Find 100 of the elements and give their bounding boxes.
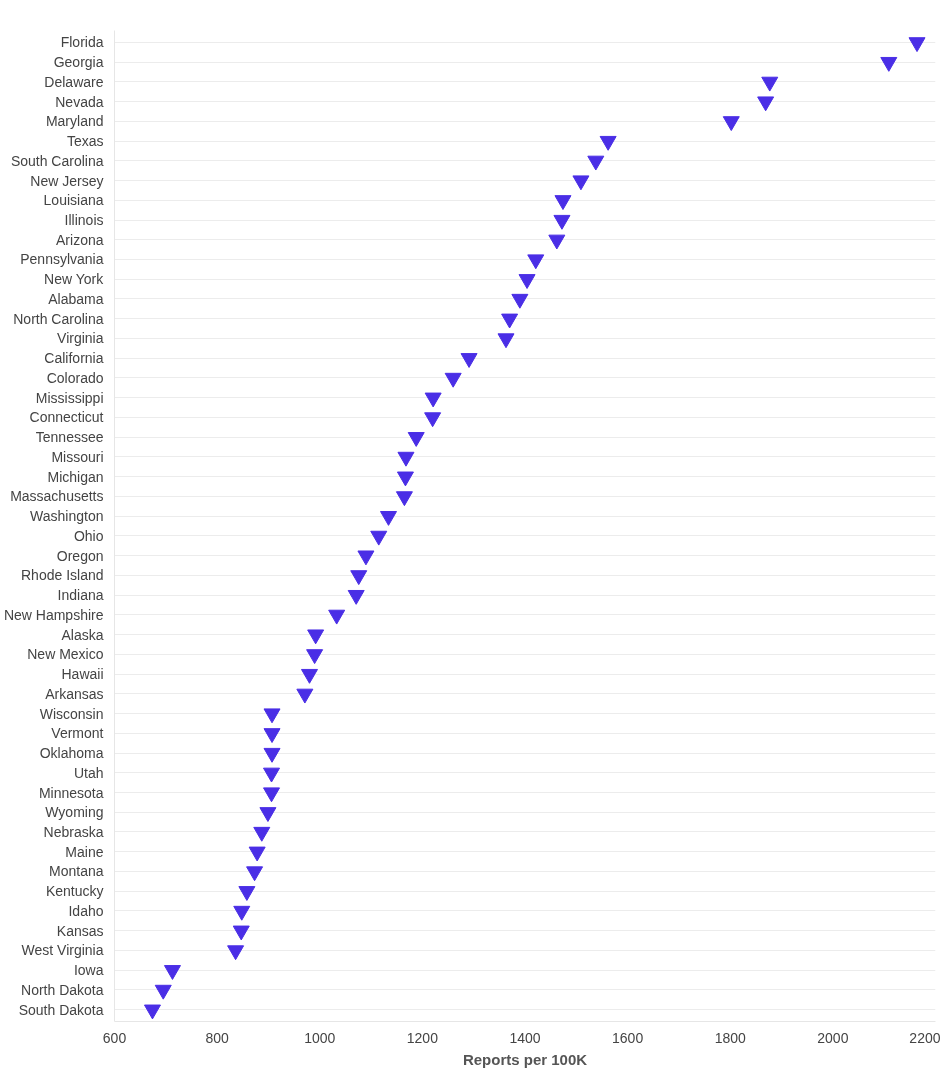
point <box>908 37 926 53</box>
point <box>307 629 325 645</box>
y-tick-label: West Virginia <box>21 942 104 959</box>
point <box>347 589 365 605</box>
y-tick-label: Idaho <box>68 902 104 919</box>
point <box>757 96 775 112</box>
point <box>163 965 181 980</box>
y-tick-label: Nebraska <box>43 823 104 840</box>
y-tick-label: Rhode Island <box>21 567 104 584</box>
y-tick-label: Virginia <box>57 330 104 347</box>
point <box>259 807 277 822</box>
point <box>263 747 281 763</box>
point <box>154 984 172 1000</box>
point <box>380 511 398 526</box>
y-tick-label: Florida <box>60 34 104 51</box>
point <box>424 412 442 428</box>
point <box>238 886 256 901</box>
point <box>397 451 415 467</box>
y-tick-label: Delaware <box>44 73 104 90</box>
y-tick-label: Colorado <box>46 369 104 386</box>
point <box>328 609 346 625</box>
point <box>424 392 442 408</box>
point <box>548 234 566 250</box>
y-tick-label: New Mexico <box>27 646 104 663</box>
x-tick-label: 1800 <box>714 1029 747 1046</box>
y-tick-label: Wisconsin <box>39 705 104 722</box>
point <box>722 116 740 132</box>
x-tick-label: 1400 <box>509 1029 541 1046</box>
y-tick-label: Nevada <box>55 93 104 110</box>
y-tick-label: Maryland <box>45 113 104 130</box>
y-tick-label: New Jersey <box>30 172 104 189</box>
point <box>587 155 605 171</box>
point <box>553 214 571 230</box>
y-tick-label: Oklahoma <box>39 745 104 762</box>
x-axis-title: Reports per 100K <box>462 1050 588 1068</box>
y-tick-label: Pennsylvania <box>20 251 104 268</box>
point <box>554 195 572 211</box>
y-tick-label: Vermont <box>51 725 104 742</box>
y-tick-label: Utah <box>73 764 104 781</box>
point <box>227 945 245 961</box>
point <box>246 866 264 882</box>
y-tick-label: California <box>44 350 104 367</box>
point <box>350 570 368 586</box>
y-tick-label: Alaska <box>61 626 104 643</box>
point <box>511 293 529 309</box>
y-tick-label: Massachusetts <box>10 488 104 505</box>
point <box>253 826 271 842</box>
y-tick-label: Connecticut <box>29 409 104 426</box>
y-tick-label: Iowa <box>73 962 104 979</box>
y-tick-label: New York <box>44 271 105 288</box>
point <box>233 905 251 921</box>
y-tick-label: Kansas <box>56 922 104 939</box>
x-tick-label: 800 <box>205 1029 230 1046</box>
y-tick-label: Illinois <box>64 212 104 229</box>
point <box>395 491 413 507</box>
point <box>761 76 779 92</box>
y-tick-label: Wyoming <box>45 804 104 821</box>
point <box>501 313 519 329</box>
y-tick-label: Ohio <box>73 527 104 544</box>
point <box>497 333 515 349</box>
point <box>248 846 266 862</box>
y-tick-label: New Hampshire <box>3 606 104 623</box>
point <box>232 925 250 941</box>
point <box>263 767 281 783</box>
y-tick-label: Washington <box>30 508 104 525</box>
y-tick-label: Oregon <box>56 547 104 564</box>
point <box>407 432 425 447</box>
y-tick-label: Texas <box>66 133 104 150</box>
point <box>306 649 324 665</box>
y-tick-label: Indiana <box>57 587 104 604</box>
y-tick-label: Georgia <box>53 54 104 71</box>
y-tick-label: Montana <box>49 863 104 880</box>
y-tick-label: North Dakota <box>21 981 104 998</box>
y-tick-label: Louisiana <box>43 192 104 209</box>
y-tick-label: Tennessee <box>35 429 104 446</box>
point <box>880 56 898 72</box>
point <box>370 530 388 546</box>
y-tick-label: Maine <box>65 843 104 860</box>
point <box>460 353 478 368</box>
point <box>143 1004 161 1020</box>
point <box>300 668 318 684</box>
y-tick-label: Arkansas <box>45 685 104 702</box>
y-tick-label: Missouri <box>51 448 104 465</box>
y-tick-label: Kentucky <box>45 883 104 900</box>
y-tick-label: South Dakota <box>18 1001 104 1018</box>
point <box>444 372 462 388</box>
y-tick-label: Mississippi <box>35 389 104 406</box>
y-tick-label: Michigan <box>47 468 104 485</box>
y-tick-label: Alabama <box>48 290 104 307</box>
x-tick-label: 2200 <box>909 1029 941 1046</box>
point <box>518 274 536 289</box>
x-tick-label: 1000 <box>304 1029 336 1046</box>
x-tick-label: 1200 <box>406 1029 439 1046</box>
x-tick-label: 2000 <box>817 1029 849 1046</box>
point <box>572 175 590 191</box>
point <box>263 728 281 744</box>
point <box>357 550 375 566</box>
y-tick-label: South Carolina <box>10 152 104 169</box>
point <box>263 787 281 803</box>
x-tick-label: 600 <box>102 1029 127 1046</box>
